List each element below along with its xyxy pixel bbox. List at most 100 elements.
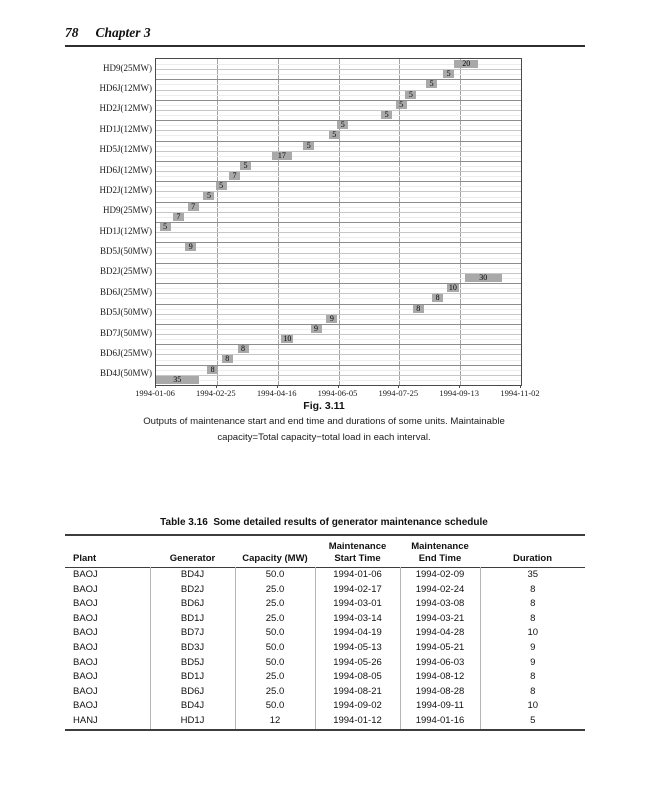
gantt-unit-label: BD4J(50MW) xyxy=(100,368,152,379)
gantt-unit-label: HD5J(12MW) xyxy=(99,144,153,155)
table-cell: 9 xyxy=(479,655,585,671)
gantt-row-gridline xyxy=(156,64,521,66)
table-cell: 25.0 xyxy=(234,597,315,612)
results-table-head: Plant Generator Capacity (MW) Maintenance St… xyxy=(65,535,585,568)
table-cell: 8 xyxy=(479,684,585,700)
gantt-row-gridline xyxy=(156,339,521,341)
table-cell: 50.0 xyxy=(234,567,315,583)
header-rule xyxy=(65,45,585,47)
gantt-row-gridline xyxy=(156,272,521,274)
gantt-unit-label: HD1J(12MW) xyxy=(99,123,153,134)
table-row: HANJ HD1J 12 1994-01-12 1994-01-16 5 xyxy=(65,713,585,730)
table-cell: 1994-08-12 xyxy=(399,670,480,685)
figure-caption-line-2: capacity=Total capacity−total load in ea… xyxy=(217,431,431,443)
gantt-unit-label: BD5J(50MW) xyxy=(100,307,152,318)
table-cell: 25.0 xyxy=(234,611,315,627)
table-cell: BD4J xyxy=(149,567,235,583)
results-table-header-line: Start Time xyxy=(334,552,381,564)
table-cell: BAOJ xyxy=(73,569,98,580)
gantt-row-gridline xyxy=(156,94,521,96)
gantt-x-tick-mark xyxy=(215,385,217,388)
gantt-bar: 9 xyxy=(326,314,338,323)
table-cell: 1994-02-24 xyxy=(399,582,480,598)
figure-caption: Fig. 3.11 Outputs of maintenance start a… xyxy=(64,400,584,445)
results-table-header-cell: Capacity (MW) xyxy=(235,535,315,568)
results-table-header-line: Capacity (MW) xyxy=(242,552,308,564)
gantt-x-tick-label: 1994-02-25 xyxy=(195,388,236,398)
gantt-bar: 5 xyxy=(405,90,417,99)
gantt-row-gridline xyxy=(156,227,521,229)
gantt-x-tick-label: 1994-01-06 xyxy=(135,388,175,398)
table-cell: 1994-03-21 xyxy=(399,611,480,627)
gantt-bar: 8 xyxy=(412,304,424,313)
table-cell: 50.0 xyxy=(234,655,315,671)
table-cell: BAOJ xyxy=(73,612,98,624)
table-row: BAOJ BD4J 50.0 1994-01-06 1994-02-09 35 xyxy=(65,567,585,583)
gantt-row-gridline xyxy=(156,354,521,356)
table-cell: BAOJ xyxy=(73,627,98,639)
gantt-bar: 5 xyxy=(328,131,340,140)
table-cell: BD1J xyxy=(149,670,235,685)
gantt-bar: 5 xyxy=(443,69,455,79)
table-cell: 1994-05-26 xyxy=(314,655,400,671)
gantt-bar: 20 xyxy=(454,59,479,68)
gantt-row-gridline xyxy=(156,278,521,280)
results-table-header-cell: Duration xyxy=(480,535,585,568)
gantt-bar: 5 xyxy=(381,110,393,119)
table-cell: 1994-08-05 xyxy=(314,670,400,685)
gantt-x-tick-label: 1994-06-05 xyxy=(317,388,358,398)
gantt-band-separator xyxy=(156,222,521,223)
results-table-header-cell: Generator xyxy=(150,535,235,568)
gantt-x-tick-label: 1994-09-13 xyxy=(439,388,479,398)
gantt-bar: 9 xyxy=(185,243,197,252)
gantt-bar: 5 xyxy=(239,161,251,170)
gantt-x-tick-mark xyxy=(398,385,400,388)
table-cell: BD5J xyxy=(149,655,235,671)
table-cell: 1994-03-01 xyxy=(314,597,400,612)
gantt-x-tick-mark xyxy=(520,385,521,388)
table-title-text: Some detailed results of generator maint… xyxy=(213,517,488,528)
gantt-band-separator xyxy=(156,344,521,346)
table-cell: 5 xyxy=(479,713,585,730)
gantt-bar: 5 xyxy=(159,222,171,231)
gantt-row-gridline xyxy=(156,349,521,351)
gantt-row-gridline xyxy=(156,374,521,376)
gantt-bar: 30 xyxy=(465,273,502,282)
table-cell: 1994-05-13 xyxy=(314,640,400,656)
table-row: BAOJ BD4J 50.0 1994-09-02 1994-09-11 10 xyxy=(65,699,585,714)
gantt-row-gridline xyxy=(156,293,521,295)
table-title-label: Table 3.16 xyxy=(160,517,208,528)
results-table-header-line: Maintenance xyxy=(328,541,387,552)
gantt-row-gridline xyxy=(156,155,521,157)
gantt-x-axis-labels: 1994-01-06 1994-02-25 1994-04-16 1994-06-05… xyxy=(135,388,540,400)
table-cell: 1994-03-08 xyxy=(399,597,480,612)
gantt-bar: 8 xyxy=(221,355,233,364)
table-cell: HD1J xyxy=(149,713,235,730)
gantt-bar: 5 xyxy=(303,141,315,150)
table-cell: 8 xyxy=(479,582,585,598)
table-cell: BAOJ xyxy=(73,685,98,697)
gantt-x-tick-label: 1994-07-25 xyxy=(378,388,419,398)
gantt-bar: 10 xyxy=(446,283,459,293)
gantt-row-gridline xyxy=(156,104,521,106)
table-cell: BAOJ xyxy=(73,700,98,712)
results-table-header-cell: Maintenance End Time xyxy=(400,535,480,568)
figure-caption-line-1: Outputs of maintenance start and end tim… xyxy=(143,416,505,427)
gantt-plot: 20 5 5 5 5 5 5 5 5 17 5 7 5 5 7 7 5 9 30 10 8 8 9 9 10 8 8 8 35 xyxy=(155,58,522,386)
gantt-row-gridline xyxy=(156,232,521,234)
gantt-bar: 5 xyxy=(337,120,349,130)
gantt-band-separator xyxy=(156,323,521,325)
table-cell: 10 xyxy=(479,626,585,641)
table-cell: 12 xyxy=(234,713,315,730)
gantt-row-gridline xyxy=(156,257,521,259)
gantt-unit-label: HD9(25MW) xyxy=(103,205,152,216)
table-cell: BAOJ xyxy=(73,641,98,653)
gantt-row-gridline xyxy=(156,334,521,336)
chapter-title: Chapter 3 xyxy=(95,25,151,40)
gantt-x-tick-mark xyxy=(337,385,339,388)
gantt-row-gridline xyxy=(156,186,521,188)
gantt-bar: 9 xyxy=(310,324,322,333)
gantt-row-gridline xyxy=(156,308,521,310)
gantt-row-gridline xyxy=(156,150,521,152)
table-row: BAOJ BD6J 25.0 1994-03-01 1994-03-08 8 xyxy=(65,597,585,612)
